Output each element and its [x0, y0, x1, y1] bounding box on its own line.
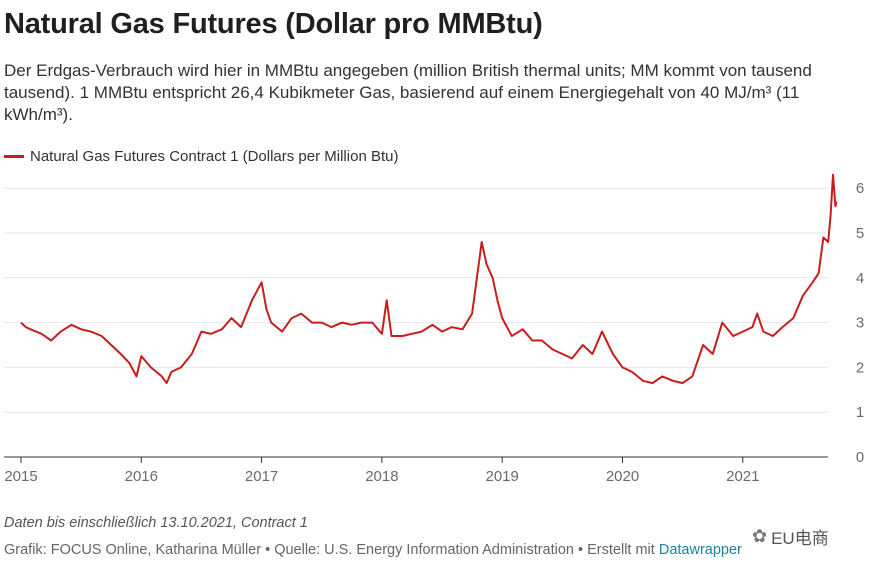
watermark: ✿ EU电商 [752, 524, 829, 549]
x-axis-ticks: 2015 2016 2017 2018 2019 2020 2021 [4, 457, 759, 485]
watermark-label: EU电商 [771, 529, 829, 548]
y-tick-label: 1 [856, 404, 864, 421]
gridlines [4, 187, 828, 458]
datawrapper-link[interactable]: Datawrapper [658, 542, 742, 558]
chat-icon: ✿ [752, 526, 768, 546]
y-tick-label: 3 [856, 315, 864, 332]
x-tick-label: 2021 [726, 468, 759, 485]
x-tick-label: 2015 [4, 468, 37, 485]
legend-label: Natural Gas Futures Contract 1 (Dollars … [30, 148, 399, 165]
chart-subtitle: Der Erdgas-Verbrauch wird hier in MMBtu … [4, 61, 812, 124]
credit-text: Grafik: FOCUS Online, Katharina Müller •… [4, 542, 659, 558]
y-tick-label: 2 [856, 359, 864, 376]
y-tick-label: 5 [856, 225, 864, 242]
y-tick-label: 6 [856, 180, 864, 197]
legend: Natural Gas Futures Contract 1 (Dollars … [4, 148, 398, 165]
y-axis-ticks: 0 1 2 3 4 5 6 [856, 180, 864, 466]
x-tick-label: 2018 [365, 468, 398, 485]
credit-line: Grafik: FOCUS Online, Katharina Müller •… [4, 542, 742, 558]
x-tick-label: 2016 [125, 468, 158, 485]
y-tick-label: 4 [856, 270, 864, 287]
x-tick-label: 2020 [606, 468, 639, 485]
legend-swatch [4, 155, 24, 158]
line-chart: 0 1 2 3 4 5 6 2015 2016 2017 2018 2019 2020 2021 [4, 173, 864, 485]
data-note: Daten bis einschließlich 13.10.2021, Con… [4, 515, 308, 531]
series-line [20, 173, 838, 385]
y-tick-label: 0 [856, 449, 864, 466]
x-tick-label: 2017 [245, 468, 278, 485]
chart-title: Natural Gas Futures (Dollar pro MMBtu) [4, 8, 543, 40]
x-tick-label: 2019 [486, 468, 519, 485]
